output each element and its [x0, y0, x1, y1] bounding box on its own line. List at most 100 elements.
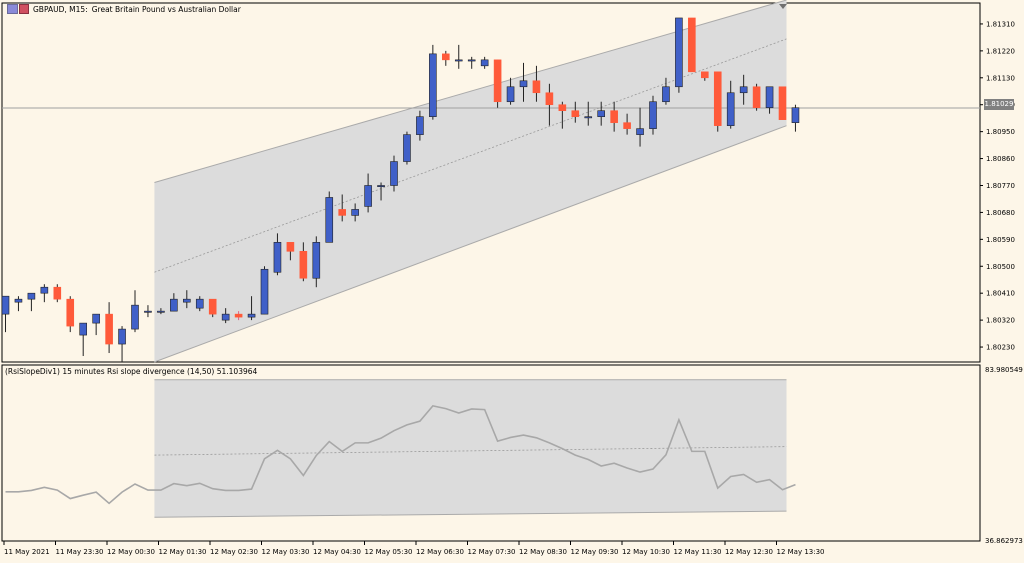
candle-body — [40, 286, 49, 294]
candle — [441, 50, 450, 66]
candle — [675, 17, 683, 93]
time-tick-label: 12 May 08:30 — [519, 548, 567, 556]
candle-body — [739, 86, 748, 94]
price-tick-label: 1.80410 — [986, 290, 1015, 298]
candle-body — [260, 268, 269, 315]
candle — [66, 296, 75, 333]
candle — [493, 59, 502, 108]
candle-body — [79, 322, 87, 336]
candle — [739, 74, 748, 105]
candle — [79, 322, 87, 357]
candle — [170, 293, 178, 312]
candle-body — [778, 86, 787, 120]
candle — [312, 236, 321, 288]
time-tick-label: 12 May 13:30 — [777, 548, 825, 556]
candle-body — [506, 86, 515, 103]
candle — [532, 65, 541, 102]
candle — [726, 80, 735, 129]
candle — [1, 295, 10, 333]
candle — [791, 104, 800, 132]
candle — [584, 101, 593, 126]
candle — [183, 290, 191, 309]
candle-body — [170, 298, 178, 312]
candle-body — [765, 86, 774, 109]
candle-body — [700, 71, 709, 79]
candle-body — [545, 92, 554, 106]
price-tick-label: 1.80770 — [986, 182, 1015, 190]
candle — [506, 77, 515, 105]
indicator-max-label: 83.980549 — [985, 366, 1023, 374]
candle-body — [675, 17, 683, 88]
time-tick-label: 12 May 00:30 — [107, 548, 155, 556]
candle-body — [221, 313, 230, 321]
candle-body — [441, 53, 450, 61]
price-tick-label: 1.80860 — [986, 155, 1015, 163]
candle — [610, 101, 618, 132]
candle-body — [131, 304, 139, 330]
price-tick-label: 1.81130 — [986, 74, 1015, 82]
candle — [40, 284, 49, 303]
chart-shift-marker-icon[interactable] — [779, 4, 787, 9]
candle — [571, 101, 580, 123]
candle — [273, 233, 282, 276]
candle-body — [118, 328, 126, 345]
candle-body — [157, 310, 165, 313]
candle-body — [493, 59, 502, 103]
time-tick-label: 12 May 01:30 — [159, 548, 207, 556]
candle-body — [726, 92, 735, 126]
symbol-label: GBPAUD, M15: — [33, 4, 88, 14]
candle — [53, 284, 62, 303]
candle-body — [403, 134, 411, 162]
candle-body — [623, 122, 631, 129]
candle — [351, 203, 359, 222]
price-tick-label: 1.80680 — [986, 209, 1015, 217]
candle — [208, 298, 217, 318]
symbol-flag-icon — [7, 4, 29, 14]
candle — [144, 305, 152, 318]
candle — [662, 77, 670, 105]
candle — [403, 131, 411, 165]
indicator-line[interactable] — [5, 404, 796, 505]
candle — [364, 173, 372, 213]
candle-body — [66, 298, 75, 327]
candle-body — [584, 116, 593, 119]
candle-body — [364, 185, 372, 207]
channel-fill — [154, 0, 787, 363]
candle-body — [286, 242, 295, 252]
time-axis[interactable]: 11 May 2021 11 May 23:30 12 May 00:30 12 Ma… — [3, 541, 825, 556]
candle-body — [416, 116, 424, 135]
indicator-title: (RsiSlopeDiv1) 15 minutes Rsi slope dive… — [5, 367, 258, 376]
candle — [105, 302, 113, 354]
candle-body — [105, 313, 113, 345]
time-tick-label: 12 May 04:30 — [313, 548, 361, 556]
candle-body — [312, 242, 321, 279]
candle-body — [532, 80, 541, 94]
candle — [92, 313, 100, 336]
candle-body — [390, 161, 398, 186]
candle — [700, 71, 709, 81]
candle-body — [791, 107, 800, 123]
candle-body — [183, 298, 191, 303]
price-tick-label: 1.80950 — [986, 128, 1015, 136]
candle-body — [351, 209, 359, 216]
candle-body — [195, 298, 204, 309]
candle — [14, 296, 23, 312]
candle — [597, 101, 606, 126]
time-tick-label: 11 May 23:30 — [56, 548, 104, 556]
time-tick-label: 12 May 11:30 — [674, 548, 722, 556]
candle — [467, 56, 476, 69]
time-tick-label: 12 May 10:30 — [622, 548, 670, 556]
candle-body — [688, 17, 696, 73]
candle — [157, 308, 165, 315]
candle — [131, 290, 139, 333]
candle — [338, 194, 347, 222]
candle-body — [610, 110, 618, 123]
candle — [713, 71, 722, 132]
candle — [260, 266, 269, 315]
current-price-tag: 1.81029 — [984, 99, 1014, 110]
time-tick-label: 12 May 05:30 — [365, 548, 413, 556]
indicator-series — [5, 404, 796, 505]
time-tick-label: 12 May 09:30 — [571, 548, 619, 556]
candlestick-series[interactable] — [1, 17, 800, 362]
